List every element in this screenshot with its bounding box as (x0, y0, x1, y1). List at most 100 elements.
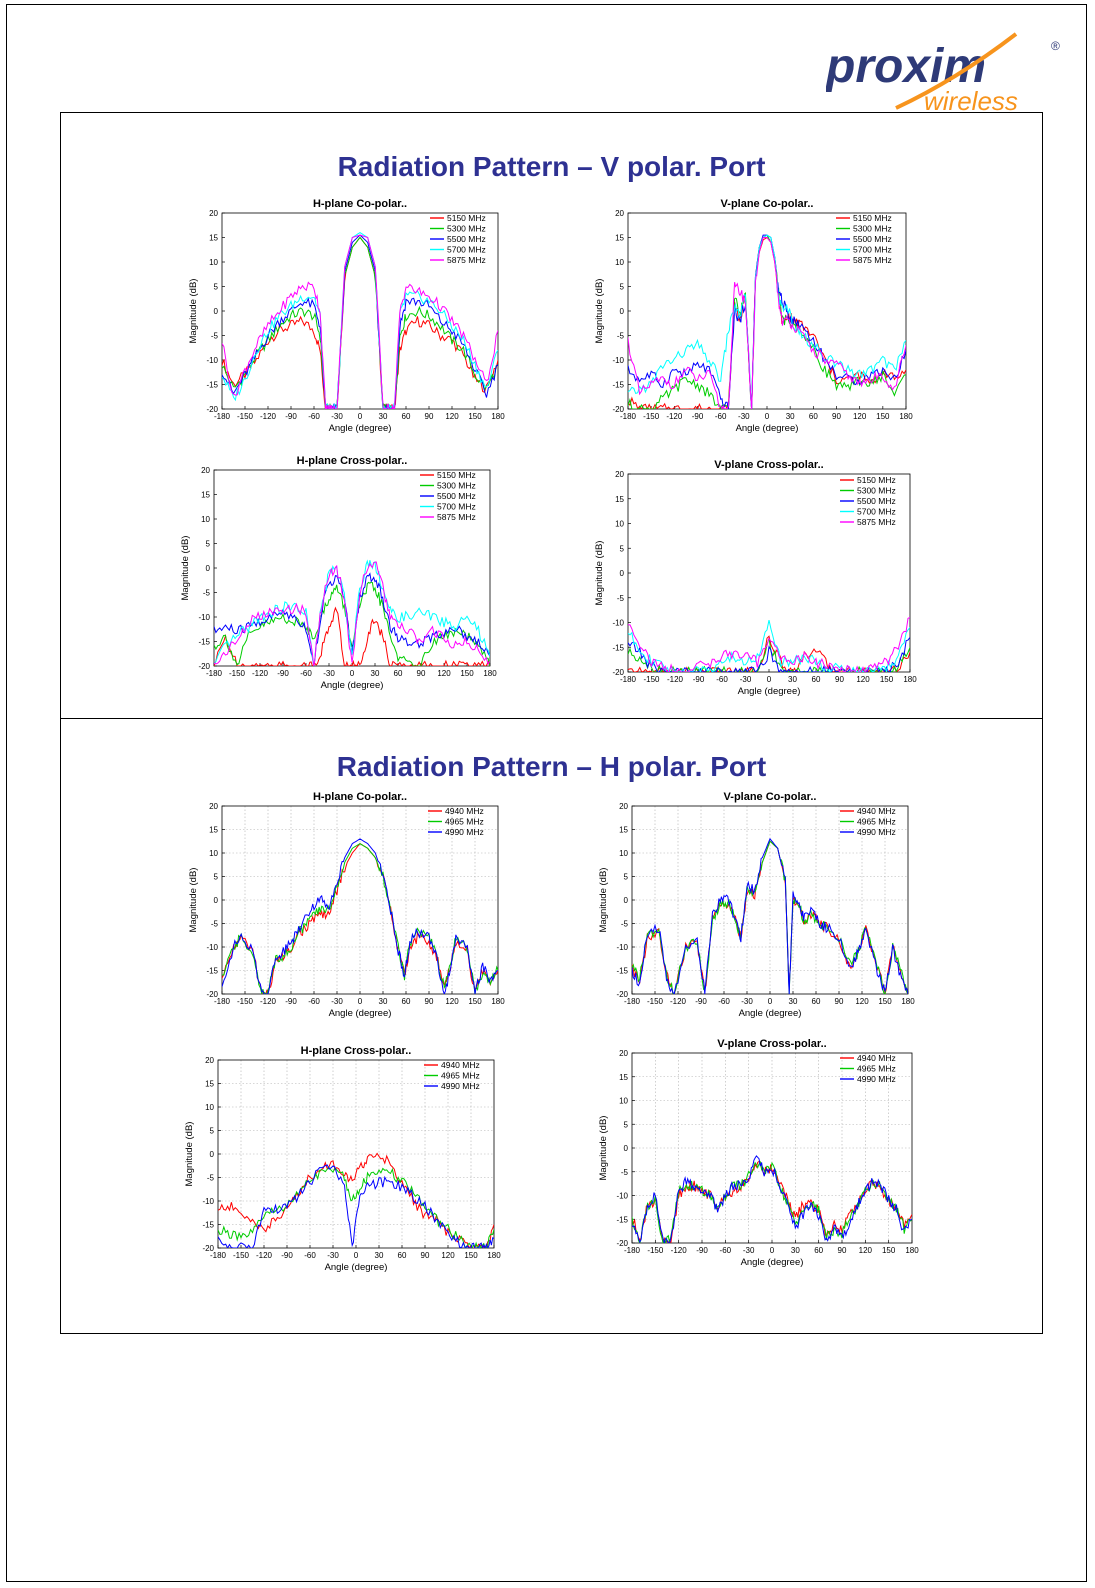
x-tick-label: -180 (624, 997, 641, 1006)
legend-label: 5150 MHz (857, 475, 896, 485)
y-axis-label: Magnitude (dB) (594, 279, 605, 344)
y-tick-label: 15 (209, 826, 218, 835)
y-tick-label: -20 (616, 1239, 628, 1248)
series-line-5875-mhz (628, 617, 910, 672)
x-tick-label: -60 (308, 997, 320, 1006)
legend-label: 4965 MHz (857, 1064, 896, 1074)
legend-label: 5500 MHz (447, 234, 486, 244)
x-tick-label: -180 (210, 1251, 227, 1260)
y-tick-label: 15 (201, 491, 210, 500)
x-tick-label: 0 (358, 412, 363, 421)
legend-label: 4940 MHz (857, 806, 896, 816)
y-tick-label: 5 (210, 1127, 215, 1136)
x-tick-label: -120 (252, 669, 269, 678)
x-tick-label: 120 (856, 675, 870, 684)
x-tick-label: -60 (720, 1246, 732, 1255)
series-line-5500-mhz (628, 637, 910, 672)
series-line-5300-mhz (214, 581, 490, 666)
series-line-5700-mhz (628, 234, 906, 409)
proxim-wireless-logo: proxim ® wireless (826, 32, 1060, 114)
x-tick-label: -180 (620, 412, 637, 421)
x-tick-label: -60 (718, 997, 730, 1006)
x-tick-label: -120 (670, 997, 687, 1006)
y-tick-label: -15 (198, 638, 210, 647)
legend-label: 5300 MHz (853, 224, 892, 234)
series-line-4965-mhz (632, 840, 908, 994)
series-line-5150-mhz (628, 236, 906, 409)
series-line-5700-mhz (214, 559, 490, 666)
y-tick-label: -15 (202, 1221, 214, 1230)
y-tick-label: -20 (612, 668, 624, 677)
series-line-4990-mhz (222, 838, 498, 994)
x-tick-label: 90 (425, 997, 434, 1006)
x-tick-label: 180 (491, 412, 505, 421)
y-tick-label: 5 (624, 1120, 629, 1129)
x-tick-label: -150 (237, 412, 254, 421)
legend-label: 5875 MHz (447, 255, 486, 265)
y-tick-label: 0 (620, 569, 625, 578)
x-tick-label: -60 (308, 412, 320, 421)
legend-label: 4965 MHz (857, 817, 896, 827)
x-tick-label: -120 (260, 997, 277, 1006)
y-tick-label: -5 (211, 332, 219, 341)
y-tick-label: -15 (616, 967, 628, 976)
legend-label: 4940 MHz (445, 806, 484, 816)
series-line-5875-mhz (214, 561, 490, 666)
x-tick-label: 120 (437, 669, 451, 678)
series-line-4990-mhz (632, 1155, 912, 1243)
legend-label: 4990 MHz (857, 1074, 896, 1084)
x-tick-label: -30 (327, 1251, 339, 1260)
x-tick-label: -90 (692, 412, 704, 421)
logo-registered-mark: ® (1051, 39, 1060, 53)
legend-label: 5150 MHz (437, 470, 476, 480)
series-line-5875-mhz (628, 237, 906, 409)
y-tick-label: -20 (206, 990, 218, 999)
chart-title: H-plane Co-polar.. (313, 198, 407, 210)
y-tick-label: 0 (620, 307, 625, 316)
y-tick-label: 5 (206, 540, 211, 549)
x-tick-label: -30 (323, 669, 335, 678)
x-tick-label: 30 (379, 412, 388, 421)
x-tick-label: 0 (768, 997, 773, 1006)
x-tick-label: -120 (260, 412, 277, 421)
y-tick-label: -5 (207, 1174, 215, 1183)
x-tick-label: -30 (743, 1246, 755, 1255)
chart-7-group: -180 -150 -120 -90 -60 -30 0 30 60 90 120 150 180-20… (598, 1038, 919, 1268)
series-line-5500-mhz (214, 572, 490, 666)
y-tick-label: -10 (612, 356, 624, 365)
x-tick-label: -30 (331, 412, 343, 421)
x-tick-label: -30 (331, 997, 343, 1006)
x-tick-label: 0 (350, 669, 355, 678)
x-tick-label: 60 (814, 1246, 823, 1255)
x-tick-label: 120 (859, 1246, 873, 1255)
legend-label: 4940 MHz (857, 1053, 896, 1063)
x-axis-label: Angle (degree) (329, 1008, 392, 1019)
y-tick-label: 10 (209, 849, 218, 858)
y-tick-label: 20 (615, 470, 624, 479)
y-tick-label: 0 (624, 1144, 629, 1153)
chart-title: V-plane Cross-polar.. (717, 1038, 826, 1050)
y-tick-label: 5 (620, 544, 625, 553)
x-tick-label: 60 (812, 675, 821, 684)
x-tick-label: 30 (786, 412, 795, 421)
y-axis-label: Magnitude (dB) (598, 868, 609, 933)
y-tick-label: -15 (612, 381, 624, 390)
y-tick-label: -5 (617, 594, 625, 603)
x-tick-label: 30 (789, 997, 798, 1006)
legend-label: 5875 MHz (857, 517, 896, 527)
y-tick-label: 15 (619, 1073, 628, 1082)
chart-5-group: -180 -150 -120 -90 -60 -30 0 30 60 90 120 150 180-20… (598, 791, 915, 1019)
x-tick-label: 180 (903, 675, 917, 684)
y-tick-label: -15 (612, 643, 624, 652)
y-axis-label: Magnitude (dB) (594, 541, 605, 606)
x-tick-label: -150 (237, 997, 254, 1006)
x-tick-label: 180 (491, 997, 505, 1006)
y-tick-label: 10 (209, 258, 218, 267)
legend-label: 5300 MHz (857, 486, 896, 496)
y-tick-label: 15 (205, 1080, 214, 1089)
series-line-4965-mhz (632, 1160, 912, 1243)
x-tick-label: 150 (880, 675, 894, 684)
